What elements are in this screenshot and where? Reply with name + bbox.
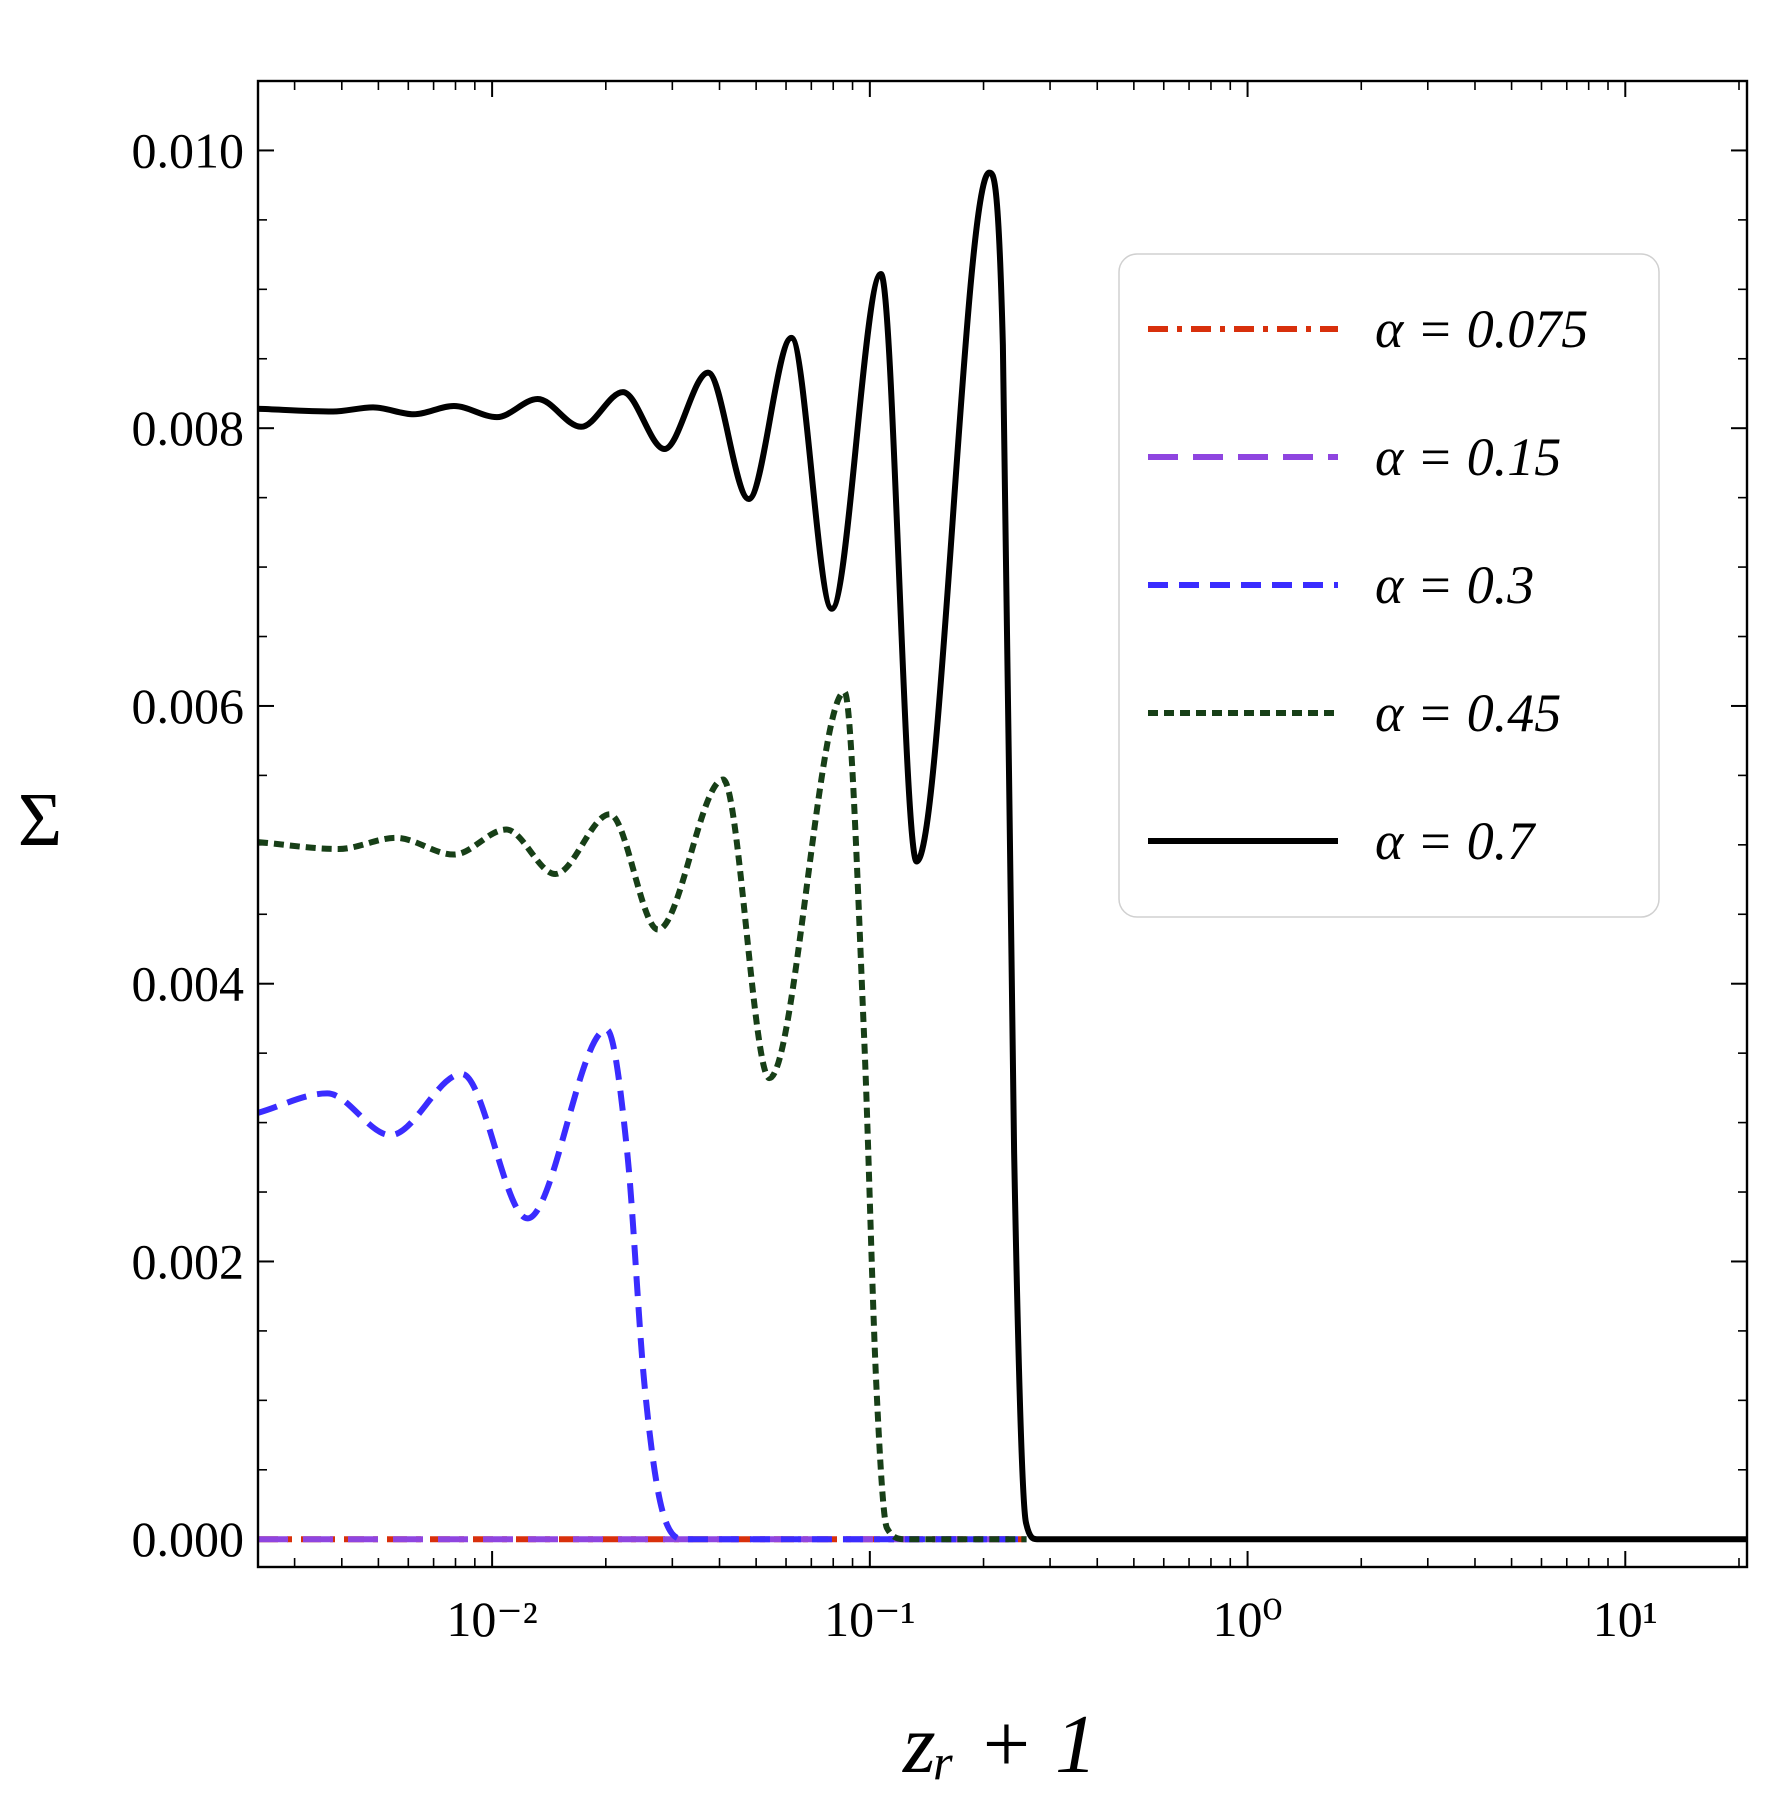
x-tick-label: 10⁻²: [446, 1591, 537, 1647]
legend-label: α = 0.15: [1375, 427, 1561, 487]
y-tick-label: 0.008: [132, 400, 245, 456]
y-tick-label: 0.004: [132, 956, 245, 1012]
y-tick-label: 0.010: [132, 122, 245, 178]
legend-label: α = 0.075: [1375, 299, 1588, 359]
series-line: [258, 689, 1027, 1543]
series-line: [258, 1026, 1027, 1543]
plot-frame: [256, 79, 1749, 1569]
legend-label: α = 0.3: [1375, 555, 1534, 615]
y-tick-label: 0.006: [132, 678, 245, 734]
x-tick-label: 10⁻¹: [824, 1591, 915, 1647]
x-tick-label: 10⁰: [1213, 1591, 1283, 1647]
legend: α = 0.075 α = 0.15 α = 0.3 α = 0.45 α = 0.7: [1118, 253, 1660, 918]
y-tick-label: 0.002: [132, 1233, 245, 1289]
series-line: [258, 169, 1747, 1543]
legend-label: α = 0.45: [1375, 683, 1561, 743]
y-tick-label: 0.000: [132, 1511, 245, 1567]
y-axis-label: Σ: [18, 778, 62, 862]
x-tick-label: 10¹: [1593, 1591, 1658, 1647]
x-axis-label: zᵣ + 1: [902, 1698, 1097, 1791]
legend-box: [1118, 253, 1660, 918]
legend-label: α = 0.7: [1375, 811, 1536, 871]
